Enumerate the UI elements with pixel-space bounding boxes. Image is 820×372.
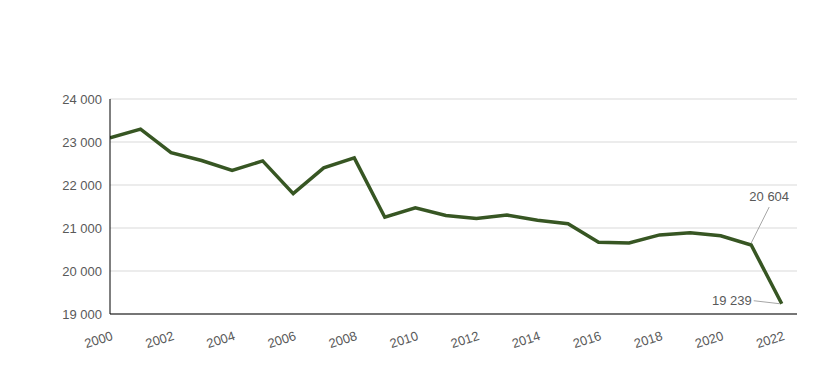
svg-text:2020: 2020 (693, 328, 725, 351)
svg-text:23 000: 23 000 (62, 135, 102, 150)
svg-text:19 000: 19 000 (62, 307, 102, 322)
svg-text:2022: 2022 (754, 328, 786, 351)
svg-text:21 000: 21 000 (62, 221, 102, 236)
svg-text:2010: 2010 (388, 328, 420, 351)
svg-text:2006: 2006 (266, 328, 298, 351)
svg-text:2012: 2012 (449, 328, 481, 351)
svg-text:19 239: 19 239 (712, 293, 752, 308)
svg-text:20 604: 20 604 (749, 189, 789, 204)
svg-text:2008: 2008 (327, 328, 359, 351)
svg-text:2004: 2004 (205, 328, 237, 351)
svg-text:2016: 2016 (571, 328, 603, 351)
svg-text:2000: 2000 (82, 328, 114, 351)
svg-text:22 000: 22 000 (62, 178, 102, 193)
svg-text:20 000: 20 000 (62, 264, 102, 279)
svg-text:24 000: 24 000 (62, 92, 102, 107)
svg-text:2014: 2014 (510, 328, 542, 351)
svg-text:2002: 2002 (144, 328, 176, 351)
svg-text:2018: 2018 (632, 328, 664, 351)
